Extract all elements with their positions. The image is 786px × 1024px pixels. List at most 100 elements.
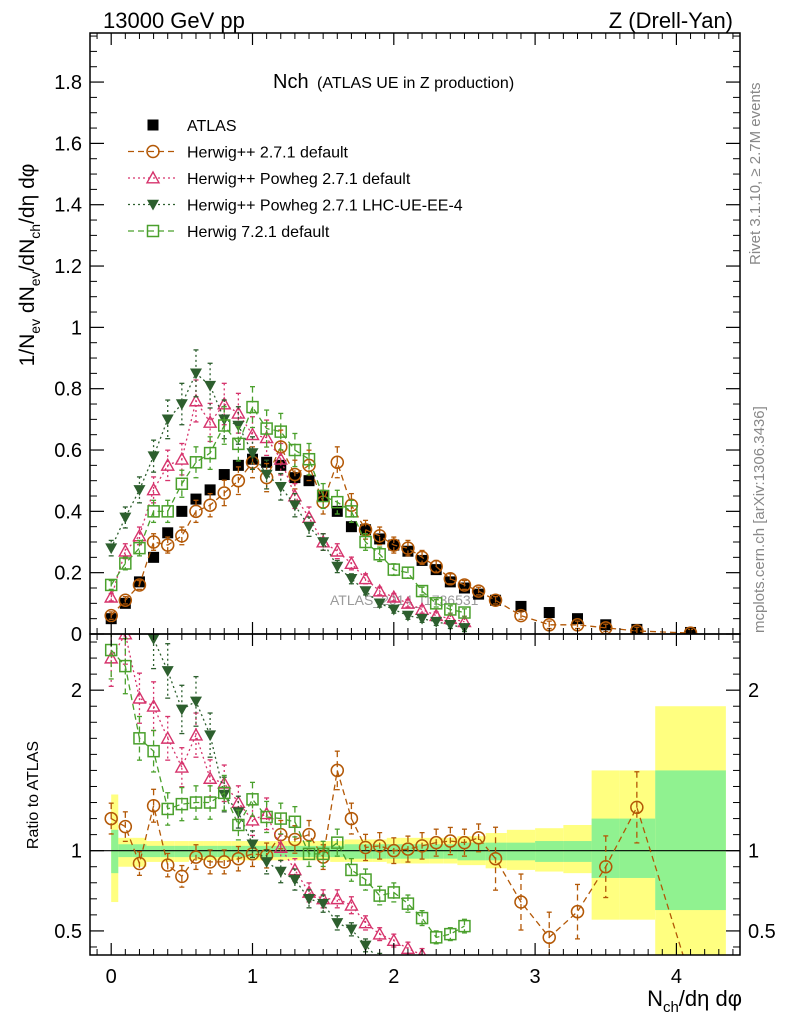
data-point-marker bbox=[273, 451, 288, 465]
data-point-marker bbox=[430, 957, 442, 968]
ratio-y-tick-label-right: 1 bbox=[748, 841, 759, 863]
data-point-marker bbox=[146, 698, 161, 712]
data-point-marker bbox=[289, 472, 301, 484]
ratio-line bbox=[151, 634, 376, 955]
ratio-y-tick-label-right: 0.5 bbox=[748, 921, 776, 943]
data-point-marker bbox=[570, 904, 585, 919]
data-point-marker bbox=[402, 971, 414, 982]
data-point-marker bbox=[189, 368, 202, 380]
band-inner-bin bbox=[563, 841, 592, 862]
data-point-marker bbox=[400, 595, 416, 609]
data-point-marker bbox=[146, 798, 161, 813]
y-tick-label: 1.2 bbox=[54, 256, 82, 278]
data-point-marker bbox=[231, 473, 246, 488]
data-point-marker bbox=[288, 500, 301, 512]
data-point-marker bbox=[488, 851, 503, 866]
data-point-marker bbox=[444, 977, 456, 988]
x-tick-label: 0 bbox=[106, 966, 117, 988]
band-inner-bin bbox=[535, 841, 564, 862]
y-tick-label: 0 bbox=[71, 624, 82, 646]
data-point-marker bbox=[387, 538, 401, 552]
data-point-marker bbox=[245, 427, 260, 441]
data-point-marker bbox=[147, 451, 160, 463]
data-point-marker bbox=[203, 796, 217, 809]
data-point-marker bbox=[458, 606, 471, 619]
data-point-marker bbox=[189, 504, 203, 519]
data-point-marker bbox=[175, 399, 188, 411]
data-point-marker bbox=[189, 850, 203, 864]
data-point-marker bbox=[359, 873, 372, 886]
data-point-marker bbox=[543, 607, 555, 619]
data-point-marker bbox=[273, 840, 288, 853]
data-point-marker bbox=[246, 448, 259, 460]
data-point-marker bbox=[288, 815, 302, 829]
data-point-marker bbox=[119, 557, 132, 570]
data-point-marker bbox=[330, 763, 345, 778]
data-point-marker bbox=[415, 550, 429, 565]
data-point-marker bbox=[488, 593, 503, 608]
y-tick-label: 0.6 bbox=[54, 440, 82, 462]
data-point-marker bbox=[401, 541, 415, 555]
data-point-marker bbox=[458, 965, 470, 976]
data-point-marker bbox=[261, 456, 273, 468]
data-point-marker bbox=[203, 446, 217, 460]
band-inner-bin bbox=[358, 844, 373, 859]
x-tick-label: 3 bbox=[530, 966, 541, 988]
data-point-marker bbox=[119, 396, 131, 407]
data-point-marker bbox=[104, 811, 118, 826]
data-point-marker bbox=[260, 810, 273, 824]
legend-entry: Herwig++ Powheg 2.7.1 LHC-UE-EE-4 bbox=[128, 198, 463, 215]
band-inner-bin bbox=[160, 845, 175, 858]
data-point-marker bbox=[359, 535, 372, 549]
data-point-marker bbox=[471, 584, 486, 598]
ratio-uncertainty-bands bbox=[111, 706, 726, 955]
data-point-marker bbox=[345, 574, 358, 585]
data-point-marker bbox=[683, 626, 698, 634]
data-point-marker bbox=[514, 608, 528, 623]
band-inner-bin bbox=[146, 845, 161, 858]
x-axis-label: Nch/dη dφ bbox=[647, 986, 742, 1016]
data-point-marker bbox=[204, 730, 217, 742]
data-point-marker bbox=[146, 482, 161, 496]
band-inner-bin bbox=[655, 770, 726, 911]
data-point-marker bbox=[473, 588, 485, 600]
data-point-marker bbox=[344, 897, 359, 911]
data-point-marker bbox=[344, 556, 359, 569]
data-point-marker bbox=[246, 400, 259, 414]
data-point-marker bbox=[444, 620, 457, 631]
data-point-marker bbox=[430, 616, 443, 628]
data-point-marker bbox=[174, 759, 190, 773]
data-point-marker bbox=[331, 918, 344, 929]
series-line bbox=[110, 399, 465, 623]
data-point-marker bbox=[231, 851, 246, 866]
data-point-marker bbox=[458, 582, 470, 594]
data-point-marker bbox=[429, 559, 443, 574]
ratio-panel-series bbox=[104, 108, 684, 988]
data-point-marker bbox=[105, 108, 117, 119]
data-point-marker bbox=[374, 955, 386, 966]
data-point-marker bbox=[372, 583, 387, 597]
data-point-marker bbox=[429, 931, 443, 944]
data-point-marker bbox=[358, 915, 373, 929]
series-line bbox=[110, 405, 465, 614]
data-point-marker bbox=[202, 771, 218, 784]
data-point-marker bbox=[146, 224, 160, 238]
band-inner-bin bbox=[273, 845, 288, 858]
ratio-series-1 bbox=[104, 750, 684, 955]
data-point-marker bbox=[175, 477, 189, 490]
band-inner-bin bbox=[344, 844, 359, 859]
data-point-marker bbox=[372, 529, 387, 543]
rivet-version-label: Rivet 3.1.10, ≥ 2.7M events bbox=[747, 83, 764, 266]
data-point-marker bbox=[444, 603, 457, 616]
legend-label: Herwig++ Powheg 2.7.1 LHC-UE-EE-4 bbox=[187, 198, 463, 215]
ratio-y-axis-label: Ratio to ATLAS bbox=[25, 741, 42, 849]
series-line bbox=[110, 445, 691, 634]
data-point-marker bbox=[175, 797, 189, 811]
data-point-marker bbox=[401, 610, 414, 622]
data-point-marker bbox=[274, 812, 288, 825]
data-point-marker bbox=[386, 589, 401, 603]
data-point-marker bbox=[175, 704, 188, 716]
mcplots-label: mcplots.cern.ch [arXiv:1306.3436] bbox=[751, 406, 768, 633]
data-point-marker bbox=[330, 543, 345, 557]
